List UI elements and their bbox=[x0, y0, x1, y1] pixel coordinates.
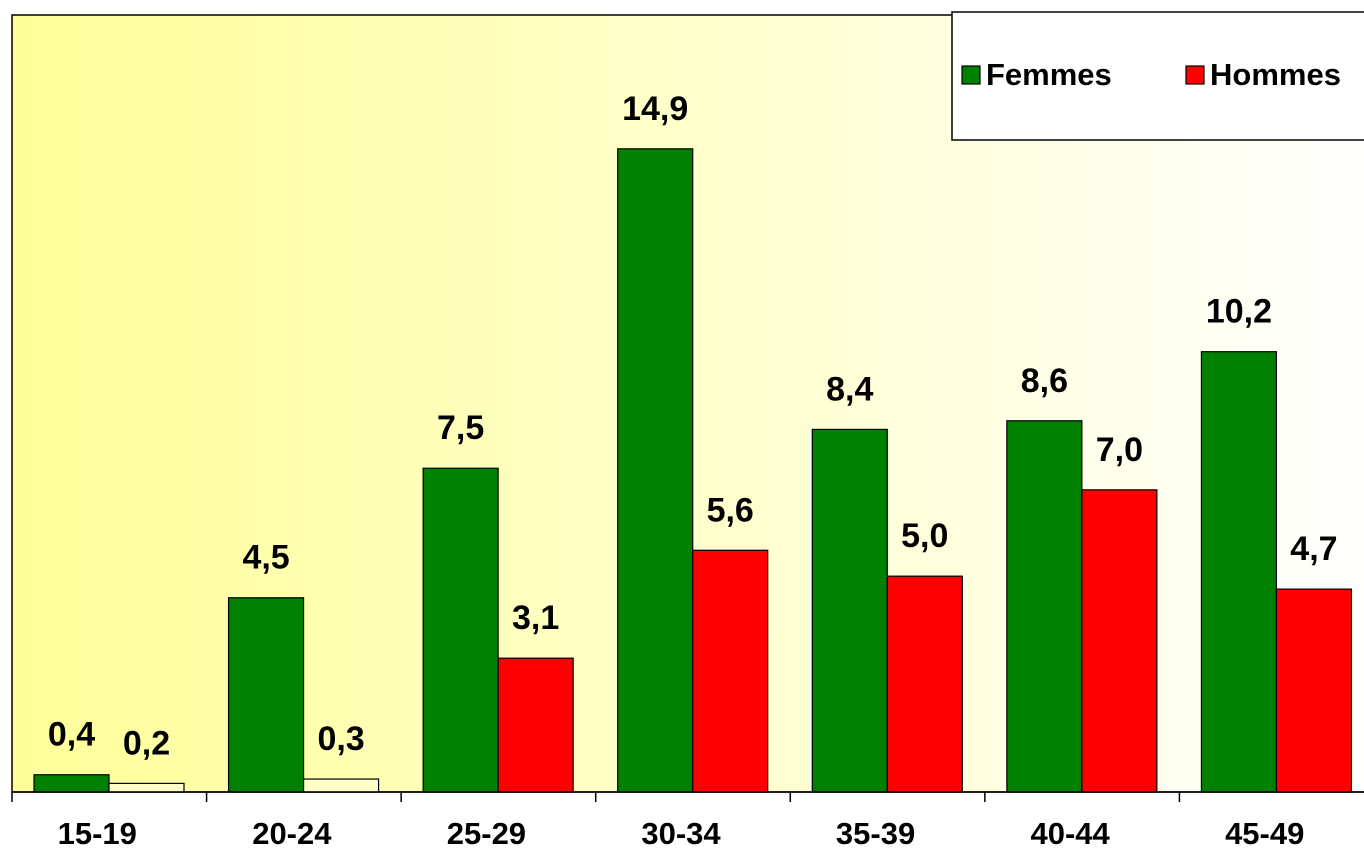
legend-box bbox=[951, 11, 1364, 141]
bar bbox=[811, 428, 888, 793]
data-label: 0,4 bbox=[48, 716, 95, 754]
bar bbox=[108, 782, 185, 793]
data-label: 5,0 bbox=[901, 517, 948, 555]
bar bbox=[302, 778, 380, 793]
x-tick-label: 20-24 bbox=[252, 816, 332, 851]
legend: Femmes Hommes bbox=[951, 11, 1364, 141]
bar bbox=[227, 597, 305, 793]
bar bbox=[1006, 420, 1083, 793]
x-tick-label: 30-34 bbox=[641, 816, 721, 851]
data-label: 14,9 bbox=[622, 90, 688, 128]
legend-label: Hommes bbox=[1210, 57, 1341, 92]
data-label: 5,6 bbox=[707, 491, 754, 529]
bar bbox=[1081, 489, 1158, 793]
x-tick-label: 25-29 bbox=[447, 816, 526, 851]
legend-swatch bbox=[961, 65, 981, 85]
data-label: 7,5 bbox=[437, 409, 484, 447]
data-label: 4,7 bbox=[1290, 530, 1337, 568]
x-tick-label: 15-19 bbox=[58, 816, 137, 851]
bar bbox=[1275, 588, 1353, 793]
bar bbox=[886, 575, 963, 793]
data-label: 8,6 bbox=[1021, 362, 1068, 400]
bar bbox=[617, 148, 694, 793]
x-tick-label: 40-44 bbox=[1030, 816, 1110, 851]
legend-swatch bbox=[1185, 65, 1205, 85]
data-label: 0,3 bbox=[317, 720, 364, 758]
x-tick-label: 35-39 bbox=[836, 816, 915, 851]
data-label: 3,1 bbox=[512, 599, 559, 637]
data-label: 10,2 bbox=[1206, 293, 1272, 331]
data-label: 7,0 bbox=[1096, 431, 1143, 469]
x-tick-label: 45-49 bbox=[1225, 816, 1304, 851]
bar bbox=[422, 467, 499, 793]
bar bbox=[1200, 351, 1278, 793]
bar bbox=[692, 549, 769, 793]
legend-label: Femmes bbox=[986, 57, 1112, 92]
data-label: 8,4 bbox=[826, 370, 873, 408]
bar bbox=[497, 657, 574, 793]
data-label: 4,5 bbox=[242, 539, 289, 577]
data-label: 0,2 bbox=[123, 724, 170, 762]
bar bbox=[33, 774, 110, 793]
bars: 0,4 4,5 7,5 14,9 8,4 8,6 10,2 0,2 0,3 3,1 5,6 5,0 7,… bbox=[33, 90, 1353, 793]
